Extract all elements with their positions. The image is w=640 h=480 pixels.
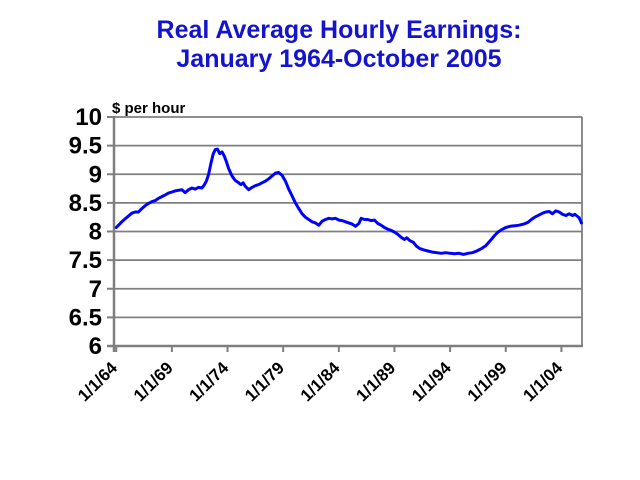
x-tick-label: 1/1/74: [185, 358, 232, 405]
y-tick-label: 7: [89, 276, 102, 303]
x-tick-label: 1/1/84: [297, 358, 344, 405]
x-tick-label: 1/1/04: [519, 358, 566, 405]
y-tick-label: 8: [89, 219, 102, 246]
y-axis-title: $ per hour: [112, 100, 186, 117]
y-tick-label: 8.5: [69, 190, 102, 217]
x-tick-label: 1/1/64: [74, 358, 121, 405]
y-tick-label: 9: [89, 161, 102, 188]
y-tick-label: 7.5: [69, 247, 102, 274]
y-tick-label: 6: [89, 333, 102, 360]
x-tick-label: 1/1/89: [352, 358, 399, 405]
earnings-series-line: [114, 147, 583, 256]
x-tick-label: 1/1/69: [130, 358, 177, 405]
chart-title-line2: January 1964-October 2005: [176, 45, 502, 73]
x-tick-label: 1/1/99: [464, 358, 511, 405]
y-tick-label: 6.5: [69, 304, 102, 331]
y-tick-label: 9.5: [69, 133, 102, 160]
chart-title: Real Average Hourly Earnings: January 19…: [0, 16, 640, 74]
x-tick-label: 1/1/94: [408, 358, 455, 405]
chart-title-line1: Real Average Hourly Earnings:: [156, 16, 522, 44]
x-tick-label: 1/1/79: [241, 358, 288, 405]
y-tick-label: 10: [75, 104, 102, 131]
